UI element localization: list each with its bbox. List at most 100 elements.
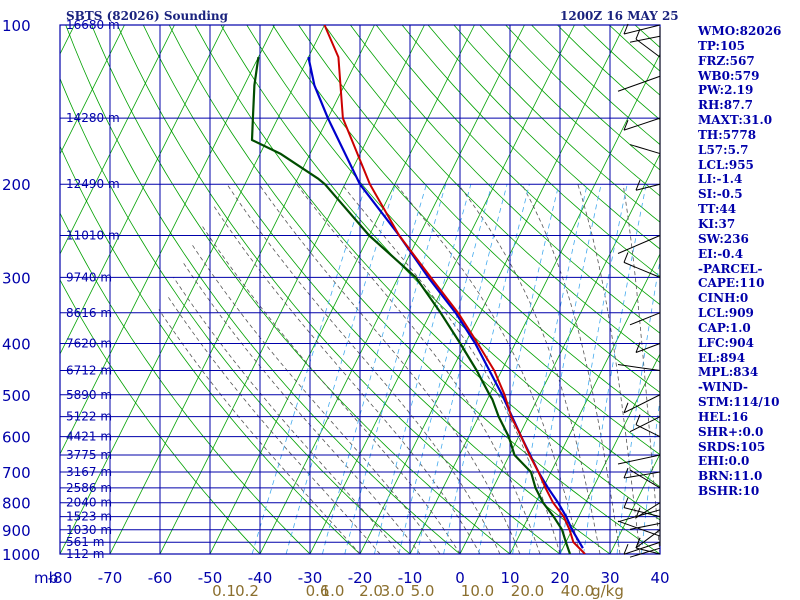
moist-adiabat — [191, 244, 441, 554]
mixing-ratio-label: 5.0 — [411, 582, 435, 600]
dry-adiabat — [194, 25, 660, 521]
temperature-tick-label: 40 — [650, 569, 669, 587]
index-item: CAPE:110 — [698, 276, 765, 291]
index-item: RH:87.7 — [698, 98, 753, 113]
index-item: EHI:0.0 — [698, 454, 750, 469]
index-item: TH:5778 — [698, 127, 757, 142]
moist-adiabat — [341, 183, 561, 554]
dry-adiabat — [168, 25, 660, 554]
index-item: MAXT:31.0 — [698, 113, 773, 128]
index-item: SI:-0.5 — [698, 187, 743, 202]
moist-adiabat — [226, 183, 501, 554]
wind-barb — [635, 28, 661, 58]
isotherm — [109, 25, 375, 554]
wind-barb — [629, 416, 661, 433]
dry-adiabat — [91, 25, 511, 554]
wind-barb — [623, 117, 661, 131]
height-label: 5122 m — [66, 410, 112, 424]
x-unit-label: mb — [34, 569, 58, 587]
mixing-ratio-label: 40.0 — [561, 582, 594, 600]
wind-barb — [617, 364, 661, 372]
index-item: PW:2.19 — [698, 83, 754, 98]
temperature-tick-label: -80 — [48, 569, 73, 587]
index-item: SHR+:0.0 — [698, 424, 764, 439]
index-item: -WIND- — [698, 380, 748, 395]
wind-barb — [629, 547, 661, 558]
height-label: 14280 m — [66, 111, 120, 125]
index-item: BRN:11.0 — [698, 469, 763, 484]
sounding-datetime: 1200Z 16 MAY 25 — [560, 9, 679, 23]
isotherms — [60, 25, 660, 554]
pressure-tick-label: 100 — [2, 17, 31, 35]
dry-adiabat — [65, 25, 461, 554]
pressure-tick-label: 800 — [2, 495, 31, 513]
index-item: CINH:0 — [698, 291, 749, 306]
isotherm — [259, 25, 525, 554]
profiles — [250, 25, 586, 554]
moist-adiabat — [577, 184, 641, 554]
wind-barb — [629, 522, 661, 530]
pressure-tick-label: 600 — [2, 429, 31, 447]
index-item: WMO:82026 — [698, 24, 782, 38]
index-item: EL:894 — [698, 350, 746, 365]
index-item: BSHR:10 — [698, 484, 760, 499]
index-item: SW:236 — [698, 231, 749, 246]
wind-barb — [629, 35, 661, 43]
indices-panel: WMO:82026 TP:105 FRZ:567 WB0:579 PW:2.19 RH:8… — [698, 24, 798, 499]
height-label: 561 m — [66, 535, 104, 549]
dry-adiabat — [60, 212, 311, 554]
mixing-ratio-label: 0.6 — [306, 582, 330, 600]
mixing-ratio-line — [443, 184, 530, 554]
index-item: WB0:579 — [698, 68, 760, 83]
isotherm — [609, 453, 660, 554]
index-item: CAP:1.0 — [698, 320, 751, 335]
temperature-tick-label: 10 — [500, 569, 519, 587]
wind-barb — [623, 394, 661, 414]
wind-barb — [617, 454, 661, 465]
moist-adiabat — [258, 183, 521, 554]
temperature-tick-label: -40 — [248, 569, 273, 587]
pressure-tick-label: 400 — [2, 335, 31, 353]
moist-adiabat — [173, 277, 401, 554]
wind-barb — [623, 541, 661, 555]
mixing-ratio-label: 0.2 — [235, 582, 259, 600]
height-label: 4421 m — [66, 430, 112, 444]
isotherm — [60, 25, 325, 554]
temperature-tick-label: -10 — [398, 569, 423, 587]
wind-barb — [629, 312, 661, 326]
pressure-tick-label: 1000 — [2, 546, 40, 564]
parcel-line — [307, 56, 584, 549]
dry-adiabat — [60, 278, 261, 554]
mixing-ratio-label: 3.0 — [381, 582, 405, 600]
height-label: 1030 m — [66, 523, 112, 537]
index-item: STM:114/10 — [698, 395, 780, 410]
isotherm — [409, 53, 660, 554]
index-item: MPL:834 — [698, 365, 759, 380]
isotherm — [359, 25, 625, 554]
wind-barb — [629, 469, 661, 489]
wind-barb — [635, 502, 661, 519]
moist-adiabats — [158, 183, 660, 554]
wind-barb — [617, 520, 661, 537]
height-label: 7620 m — [66, 336, 112, 350]
pressure-tick-label: 900 — [2, 522, 31, 540]
moist-adiabat — [167, 295, 381, 554]
index-item: FRZ:567 — [698, 53, 755, 68]
wind-barb — [623, 23, 661, 35]
temperature-line — [323, 25, 586, 554]
isotherm — [159, 25, 425, 554]
isotherm — [60, 25, 125, 155]
mixing-ratio-label: 1.0 — [321, 582, 345, 600]
wind-barb — [623, 467, 661, 479]
wind-barbs — [617, 23, 661, 558]
temperature-tick-label: 30 — [600, 569, 619, 587]
temperature-tick-label: 0 — [455, 569, 465, 587]
wind-barb — [623, 252, 661, 278]
wind-barb — [623, 497, 661, 518]
mixing-ratio-label: g/kg — [591, 582, 624, 600]
moist-adiabat — [158, 309, 361, 554]
height-label: 9740 m — [66, 270, 112, 284]
moist-adiabat — [213, 205, 481, 554]
